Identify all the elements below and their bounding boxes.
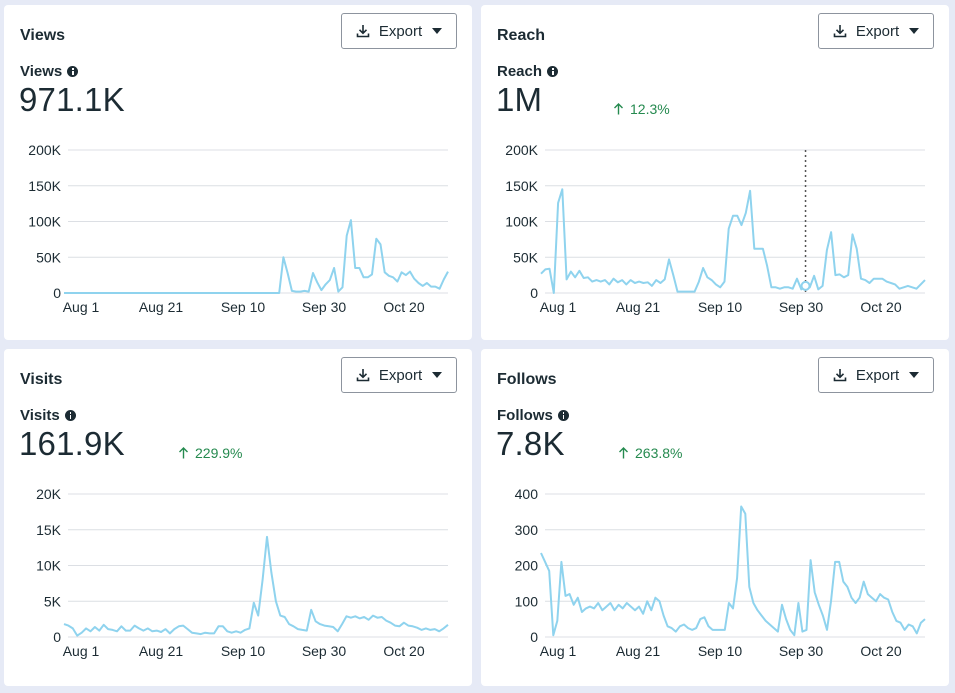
x-tick-label: Sep 30	[779, 299, 824, 315]
x-tick-label: Aug 21	[139, 643, 184, 659]
arrow-up-icon	[179, 447, 188, 459]
x-tick-label: Aug 1	[540, 643, 577, 659]
download-icon	[833, 369, 847, 382]
card-visits: Visits Export Visits 161.9K 229.9% 20K 15K 1…	[4, 349, 472, 686]
download-icon	[356, 369, 370, 382]
x-tick-label: Oct 20	[383, 299, 424, 315]
series-line[interactable]	[63, 535, 449, 637]
y-tick-label: 200K	[28, 142, 61, 158]
info-icon[interactable]	[557, 410, 569, 421]
y-tick-label: 0	[530, 629, 538, 645]
arrow-up-icon	[614, 103, 623, 115]
x-tick-label: Sep 30	[302, 643, 347, 659]
y-tick-label: 200K	[505, 142, 538, 158]
export-label: Export	[378, 366, 423, 384]
change-indicator: 12.3%	[613, 101, 670, 117]
y-tick-label: 100K	[505, 214, 538, 230]
y-tick-label: 20K	[36, 486, 62, 502]
x-tick-label: Oct 20	[860, 299, 901, 315]
info-icon[interactable]	[547, 66, 559, 77]
card-title: Reach	[497, 27, 546, 44]
export-label: Export	[855, 22, 900, 40]
caret-down-icon	[432, 27, 443, 34]
arrow-up-icon	[619, 447, 628, 459]
info-icon[interactable]	[67, 66, 79, 77]
download-icon	[356, 25, 370, 38]
hover-point[interactable]	[800, 280, 811, 291]
metric-value: 7.8K	[496, 425, 565, 462]
y-tick-label: 50K	[513, 249, 539, 265]
card-title: Visits	[20, 371, 63, 388]
y-tick-label: 100K	[28, 214, 61, 230]
x-tick-label: Aug 1	[63, 643, 100, 659]
caret-down-icon	[909, 27, 920, 34]
export-button[interactable]: Export	[818, 13, 934, 49]
metric-label-text: Views	[20, 63, 63, 80]
metric-value: 971.1K	[19, 81, 125, 118]
x-tick-label: Aug 1	[540, 299, 577, 315]
change-indicator: 263.8%	[618, 445, 682, 461]
y-tick-label: 400	[515, 486, 539, 502]
x-tick-label: Sep 30	[779, 643, 824, 659]
series-line[interactable]	[540, 505, 926, 637]
x-tick-label: Aug 21	[139, 299, 184, 315]
y-tick-label: 5K	[44, 593, 62, 609]
change-value: 12.3%	[630, 101, 670, 117]
export-button[interactable]: Export	[341, 357, 457, 393]
y-tick-label: 150K	[28, 178, 61, 194]
change-value: 263.8%	[635, 445, 683, 461]
caret-down-icon	[909, 371, 920, 378]
metric-label-text: Follows	[497, 407, 553, 424]
x-tick-label: Oct 20	[383, 643, 424, 659]
x-tick-label: Oct 20	[860, 643, 901, 659]
metric-value: 1M	[496, 81, 543, 118]
x-tick-label: Aug 1	[63, 299, 100, 315]
y-tick-label: 50K	[36, 249, 62, 265]
y-tick-label: 300	[515, 522, 539, 538]
y-tick-label: 0	[53, 629, 61, 645]
x-tick-label: Sep 10	[221, 299, 266, 315]
metric-label: Follows	[497, 407, 569, 424]
series-line[interactable]	[540, 188, 926, 294]
caret-down-icon	[432, 371, 443, 378]
metric-label-text: Visits	[20, 407, 60, 424]
metric-value: 161.9K	[19, 425, 125, 462]
x-tick-label: Sep 30	[302, 299, 347, 315]
metric-label: Reach	[497, 63, 559, 80]
card-title: Views	[20, 27, 66, 44]
metric-label: Visits	[20, 407, 76, 424]
export-button[interactable]: Export	[341, 13, 457, 49]
card-reach: Reach Export Reach 1M 12.3% 200K 150K 100K 50…	[481, 5, 949, 340]
x-tick-label: Sep 10	[698, 643, 743, 659]
y-tick-label: 10K	[36, 558, 62, 574]
card-views: Views Export Views 971.1K 200K 150K 100K 50K 0…	[4, 5, 472, 340]
export-label: Export	[378, 22, 423, 40]
metric-label-text: Reach	[497, 63, 543, 80]
y-tick-label: 15K	[36, 522, 62, 538]
change-indicator: 229.9%	[178, 445, 242, 461]
x-tick-label: Sep 10	[221, 643, 266, 659]
y-tick-label: 100	[515, 593, 539, 609]
change-value: 229.9%	[195, 445, 243, 461]
x-tick-label: Aug 21	[616, 299, 661, 315]
x-tick-label: Sep 10	[698, 299, 743, 315]
info-icon[interactable]	[64, 410, 76, 421]
y-tick-label: 0	[530, 285, 538, 301]
y-tick-label: 0	[53, 285, 61, 301]
metric-label: Views	[20, 63, 79, 80]
card-follows: Follows Export Follows 7.8K 263.8% 400 300 2…	[481, 349, 949, 686]
card-title: Follows	[497, 371, 557, 388]
export-label: Export	[855, 366, 900, 384]
download-icon	[833, 25, 847, 38]
export-button[interactable]: Export	[818, 357, 934, 393]
y-tick-label: 150K	[505, 178, 538, 194]
series-line[interactable]	[64, 219, 449, 294]
x-tick-label: Aug 21	[616, 643, 661, 659]
y-tick-label: 200	[515, 558, 539, 574]
